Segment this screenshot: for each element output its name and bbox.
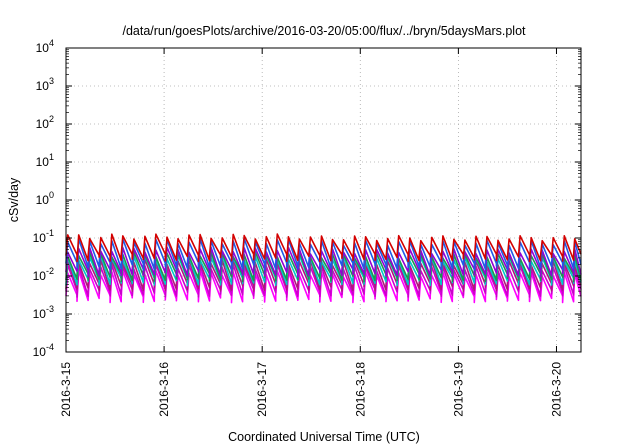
x-tick-label: 2016-3-16 xyxy=(157,362,171,417)
x-tick-label: 2016-3-18 xyxy=(353,362,367,417)
y-tick-label: 104 xyxy=(36,38,54,55)
y-tick-label: 10-1 xyxy=(33,228,54,245)
y-axis: 10-4 10-3 10-2 10-1 100 101 102 103 104 xyxy=(33,38,581,359)
series-line xyxy=(65,233,582,263)
data-series xyxy=(65,233,582,304)
x-tick-label: 2016-3-17 xyxy=(255,362,269,417)
x-tick-label: 2016-3-20 xyxy=(549,362,563,417)
x-tick-label: 2016-3-19 xyxy=(451,362,465,417)
y-tick-label: 103 xyxy=(36,76,54,93)
plot-frame xyxy=(65,47,582,353)
grid xyxy=(66,48,581,352)
x-tick-label: 2016-3-15 xyxy=(59,362,73,417)
x-axis-label: Coordinated Universal Time (UTC) xyxy=(228,430,420,444)
y-tick-label: 10-3 xyxy=(33,304,54,321)
y-axis-label: cSv/day xyxy=(7,177,21,222)
y-tick-label: 100 xyxy=(36,190,54,207)
y-tick-label: 102 xyxy=(36,114,54,131)
y-tick-label: 10-2 xyxy=(33,266,54,283)
y-tick-label: 101 xyxy=(36,152,54,169)
y-tick-label: 10-4 xyxy=(33,342,54,359)
chart-title: /data/run/goesPlots/archive/2016-03-20/0… xyxy=(122,24,526,38)
x-axis: 2016-3-15 2016-3-16 2016-3-17 2016-3-18 2016… xyxy=(59,48,563,417)
